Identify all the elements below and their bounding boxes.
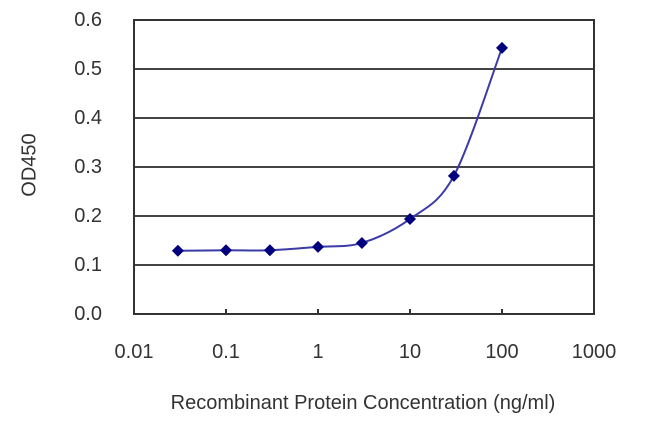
data-point-marker (263, 244, 276, 257)
x-tick-label: 100 (485, 341, 519, 363)
y-tick-label: 0.2 (74, 205, 102, 227)
data-point-marker (447, 169, 460, 182)
data-point-marker (404, 212, 416, 225)
data-point-marker (220, 244, 232, 257)
x-tick-label: 10 (398, 341, 422, 363)
y-tick-label: 0.4 (74, 107, 102, 129)
y-tick-label: 0.6 (74, 9, 102, 31)
y-tick-label: 0.5 (74, 58, 102, 80)
plot-frame (133, 19, 595, 315)
data-point-marker (312, 240, 324, 253)
data-point-marker (171, 244, 184, 257)
x-tick-label: 0.01 (114, 341, 154, 363)
y-axis-label: OD450 (18, 133, 41, 197)
data-line (177, 47, 503, 252)
data-point-marker (496, 41, 508, 54)
x-axis-label: Recombinant Protein Concentration (ng/ml… (170, 392, 556, 414)
x-tick-label: 1 (312, 341, 324, 363)
y-tick-label: 0.1 (74, 254, 102, 276)
x-tick-label: 0.1 (212, 341, 240, 363)
y-tick-label: 0.0 (74, 303, 102, 325)
x-tick-label: 1000 (571, 341, 617, 363)
data-point-marker (355, 236, 368, 249)
y-tick-label: 0.3 (74, 156, 102, 178)
